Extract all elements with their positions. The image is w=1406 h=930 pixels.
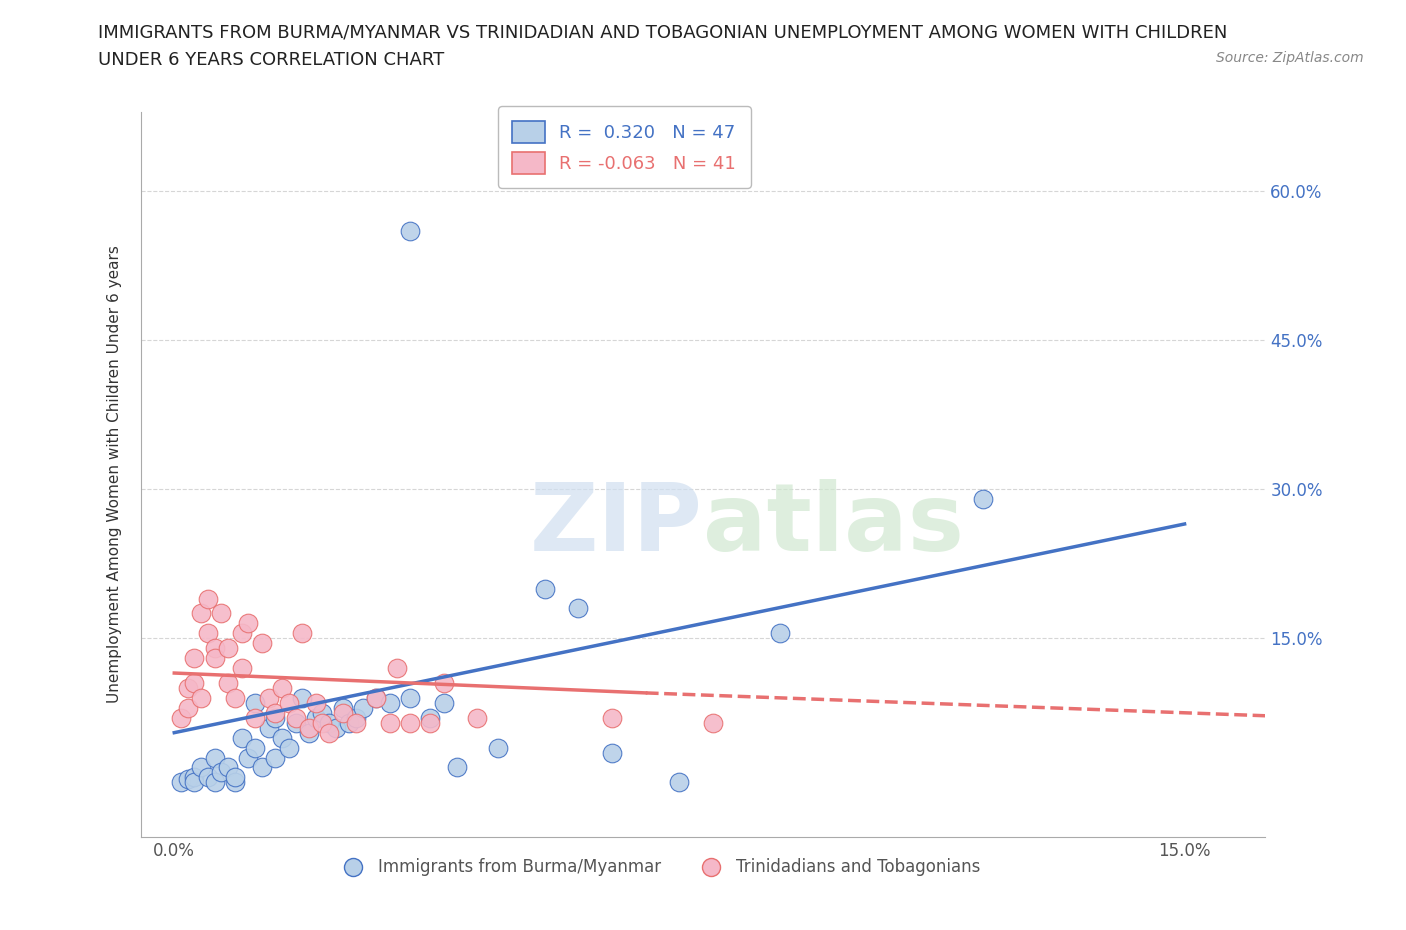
Point [284,711,307,725]
Point [271,730,294,745]
Text: atlas: atlas [703,479,965,571]
Point [344,711,367,725]
Point [264,705,287,720]
Point [305,711,328,725]
Point [318,725,340,740]
Point [344,715,367,730]
Point [257,690,280,705]
Point [298,720,321,735]
Point [291,626,314,641]
Point [311,705,333,720]
Point [217,760,239,775]
Point [311,715,333,730]
Point [204,651,226,666]
Point [399,690,422,705]
Point [264,711,287,725]
Y-axis label: Unemployment Among Women with Children Under 6 years: Unemployment Among Women with Children U… [107,246,122,703]
Point [177,700,200,715]
Legend: Immigrants from Burma/Myanmar, Trinidadians and Tobagonians: Immigrants from Burma/Myanmar, Trinidadi… [329,852,987,883]
Point [231,626,253,641]
Point [183,770,205,785]
Point [197,626,219,641]
Point [291,690,314,705]
Point [332,705,354,720]
Point [177,681,200,696]
Point [702,715,724,730]
Point [332,700,354,715]
Point [243,711,266,725]
Point [183,775,205,790]
Point [298,725,321,740]
Point [446,760,468,775]
Point [467,711,489,725]
Point [190,606,212,621]
Point [238,616,260,631]
Text: ZIP: ZIP [530,479,703,571]
Point [271,681,294,696]
Point [366,690,388,705]
Point [183,651,205,666]
Point [231,660,253,675]
Point [339,715,361,730]
Point [204,751,226,765]
Point [250,760,273,775]
Point [209,765,232,780]
Point [305,696,328,711]
Point [264,751,287,765]
Point [668,775,690,790]
Point [600,745,623,760]
Point [243,696,266,711]
Point [769,626,792,641]
Point [250,636,273,651]
Point [209,606,232,621]
Text: UNDER 6 YEARS CORRELATION CHART: UNDER 6 YEARS CORRELATION CHART [98,51,444,69]
Point [277,696,299,711]
Point [325,720,347,735]
Point [177,772,200,787]
Point [238,751,260,765]
Point [284,715,307,730]
Point [224,775,246,790]
Point [277,740,299,755]
Point [378,696,401,711]
Point [224,690,246,705]
Point [224,770,246,785]
Point [197,591,219,606]
Point [399,223,422,238]
Point [385,660,408,675]
Point [378,715,401,730]
Point [433,675,456,690]
Point [217,675,239,690]
Point [257,720,280,735]
Point [433,696,456,711]
Text: IMMIGRANTS FROM BURMA/MYANMAR VS TRINIDADIAN AND TOBAGONIAN UNEMPLOYMENT AMONG W: IMMIGRANTS FROM BURMA/MYANMAR VS TRINIDA… [98,23,1227,41]
Point [366,690,388,705]
Point [197,770,219,785]
Point [190,690,212,705]
Point [183,675,205,690]
Point [231,730,253,745]
Point [533,581,555,596]
Point [419,711,441,725]
Point [567,601,589,616]
Point [170,711,193,725]
Text: Source: ZipAtlas.com: Source: ZipAtlas.com [1216,51,1364,65]
Point [190,760,212,775]
Point [204,775,226,790]
Point [243,740,266,755]
Point [217,641,239,656]
Point [170,775,193,790]
Point [419,715,441,730]
Point [972,492,994,507]
Point [352,700,374,715]
Point [318,715,340,730]
Point [204,641,226,656]
Point [600,711,623,725]
Point [399,715,422,730]
Point [486,740,509,755]
